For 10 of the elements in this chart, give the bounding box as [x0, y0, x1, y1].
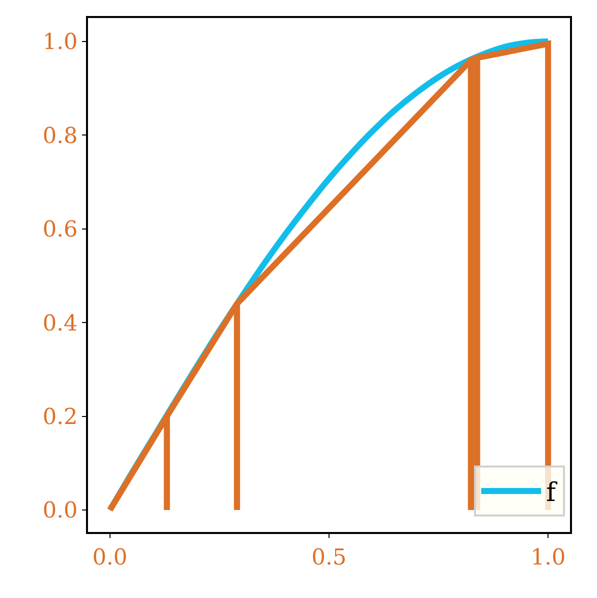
y-tick-label: 0.2	[42, 404, 78, 430]
x-tick-label: 1.0	[530, 545, 566, 570]
y-tick-label: 0.0	[42, 498, 78, 524]
x-tick-label: 0.0	[92, 545, 128, 570]
x-tick-label: 0.5	[312, 545, 346, 570]
legend-label: f	[546, 478, 558, 508]
y-tick-label: 0.8	[42, 124, 78, 149]
y-tick-label: 1.0	[42, 30, 78, 56]
y-tick-label: 0.6	[42, 218, 78, 243]
y-tick-label: 0.4	[42, 311, 78, 336]
